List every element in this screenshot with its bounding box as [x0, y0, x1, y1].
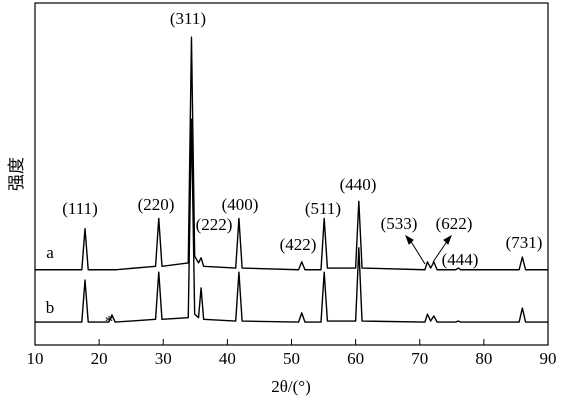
x-tick-label: 90 [540, 349, 557, 368]
x-tick-label: 40 [219, 349, 236, 368]
x-tick-label: 30 [155, 349, 172, 368]
y-axis-label: 强度 [7, 157, 26, 191]
xrd-pattern [35, 36, 548, 271]
plot-frame [34, 2, 549, 346]
xrd-pattern [35, 118, 548, 323]
peak-label: (533) [381, 214, 418, 233]
peak-label: (311) [170, 9, 206, 28]
peak-label: (422) [280, 235, 317, 254]
peak-label: (222) [196, 215, 233, 234]
series-label: b [46, 298, 55, 317]
arrow-head [405, 234, 414, 245]
x-tick-label: 20 [91, 349, 108, 368]
peak-label: (511) [305, 199, 341, 218]
x-tick-label: 10 [27, 349, 44, 368]
x-tick-label: 60 [347, 349, 364, 368]
x-tick-label: 80 [475, 349, 492, 368]
peak-label: (622) [436, 214, 473, 233]
peak-label: (444) [442, 250, 479, 269]
arrow [409, 239, 426, 265]
x-tick-label: 50 [283, 349, 300, 368]
x-tick-label: 70 [411, 349, 428, 368]
arrow [432, 239, 449, 263]
arrows [405, 234, 452, 265]
peak-label: (400) [222, 195, 259, 214]
peak-label: (440) [340, 175, 377, 194]
peak-label: (111) [62, 199, 98, 218]
peak-label: (220) [138, 195, 175, 214]
peak-label: * [105, 312, 114, 331]
peak-label: (731) [506, 233, 543, 252]
x-axis-label: 2θ/(°) [271, 377, 311, 396]
arrow-head [443, 234, 452, 245]
series-label: a [46, 243, 54, 262]
